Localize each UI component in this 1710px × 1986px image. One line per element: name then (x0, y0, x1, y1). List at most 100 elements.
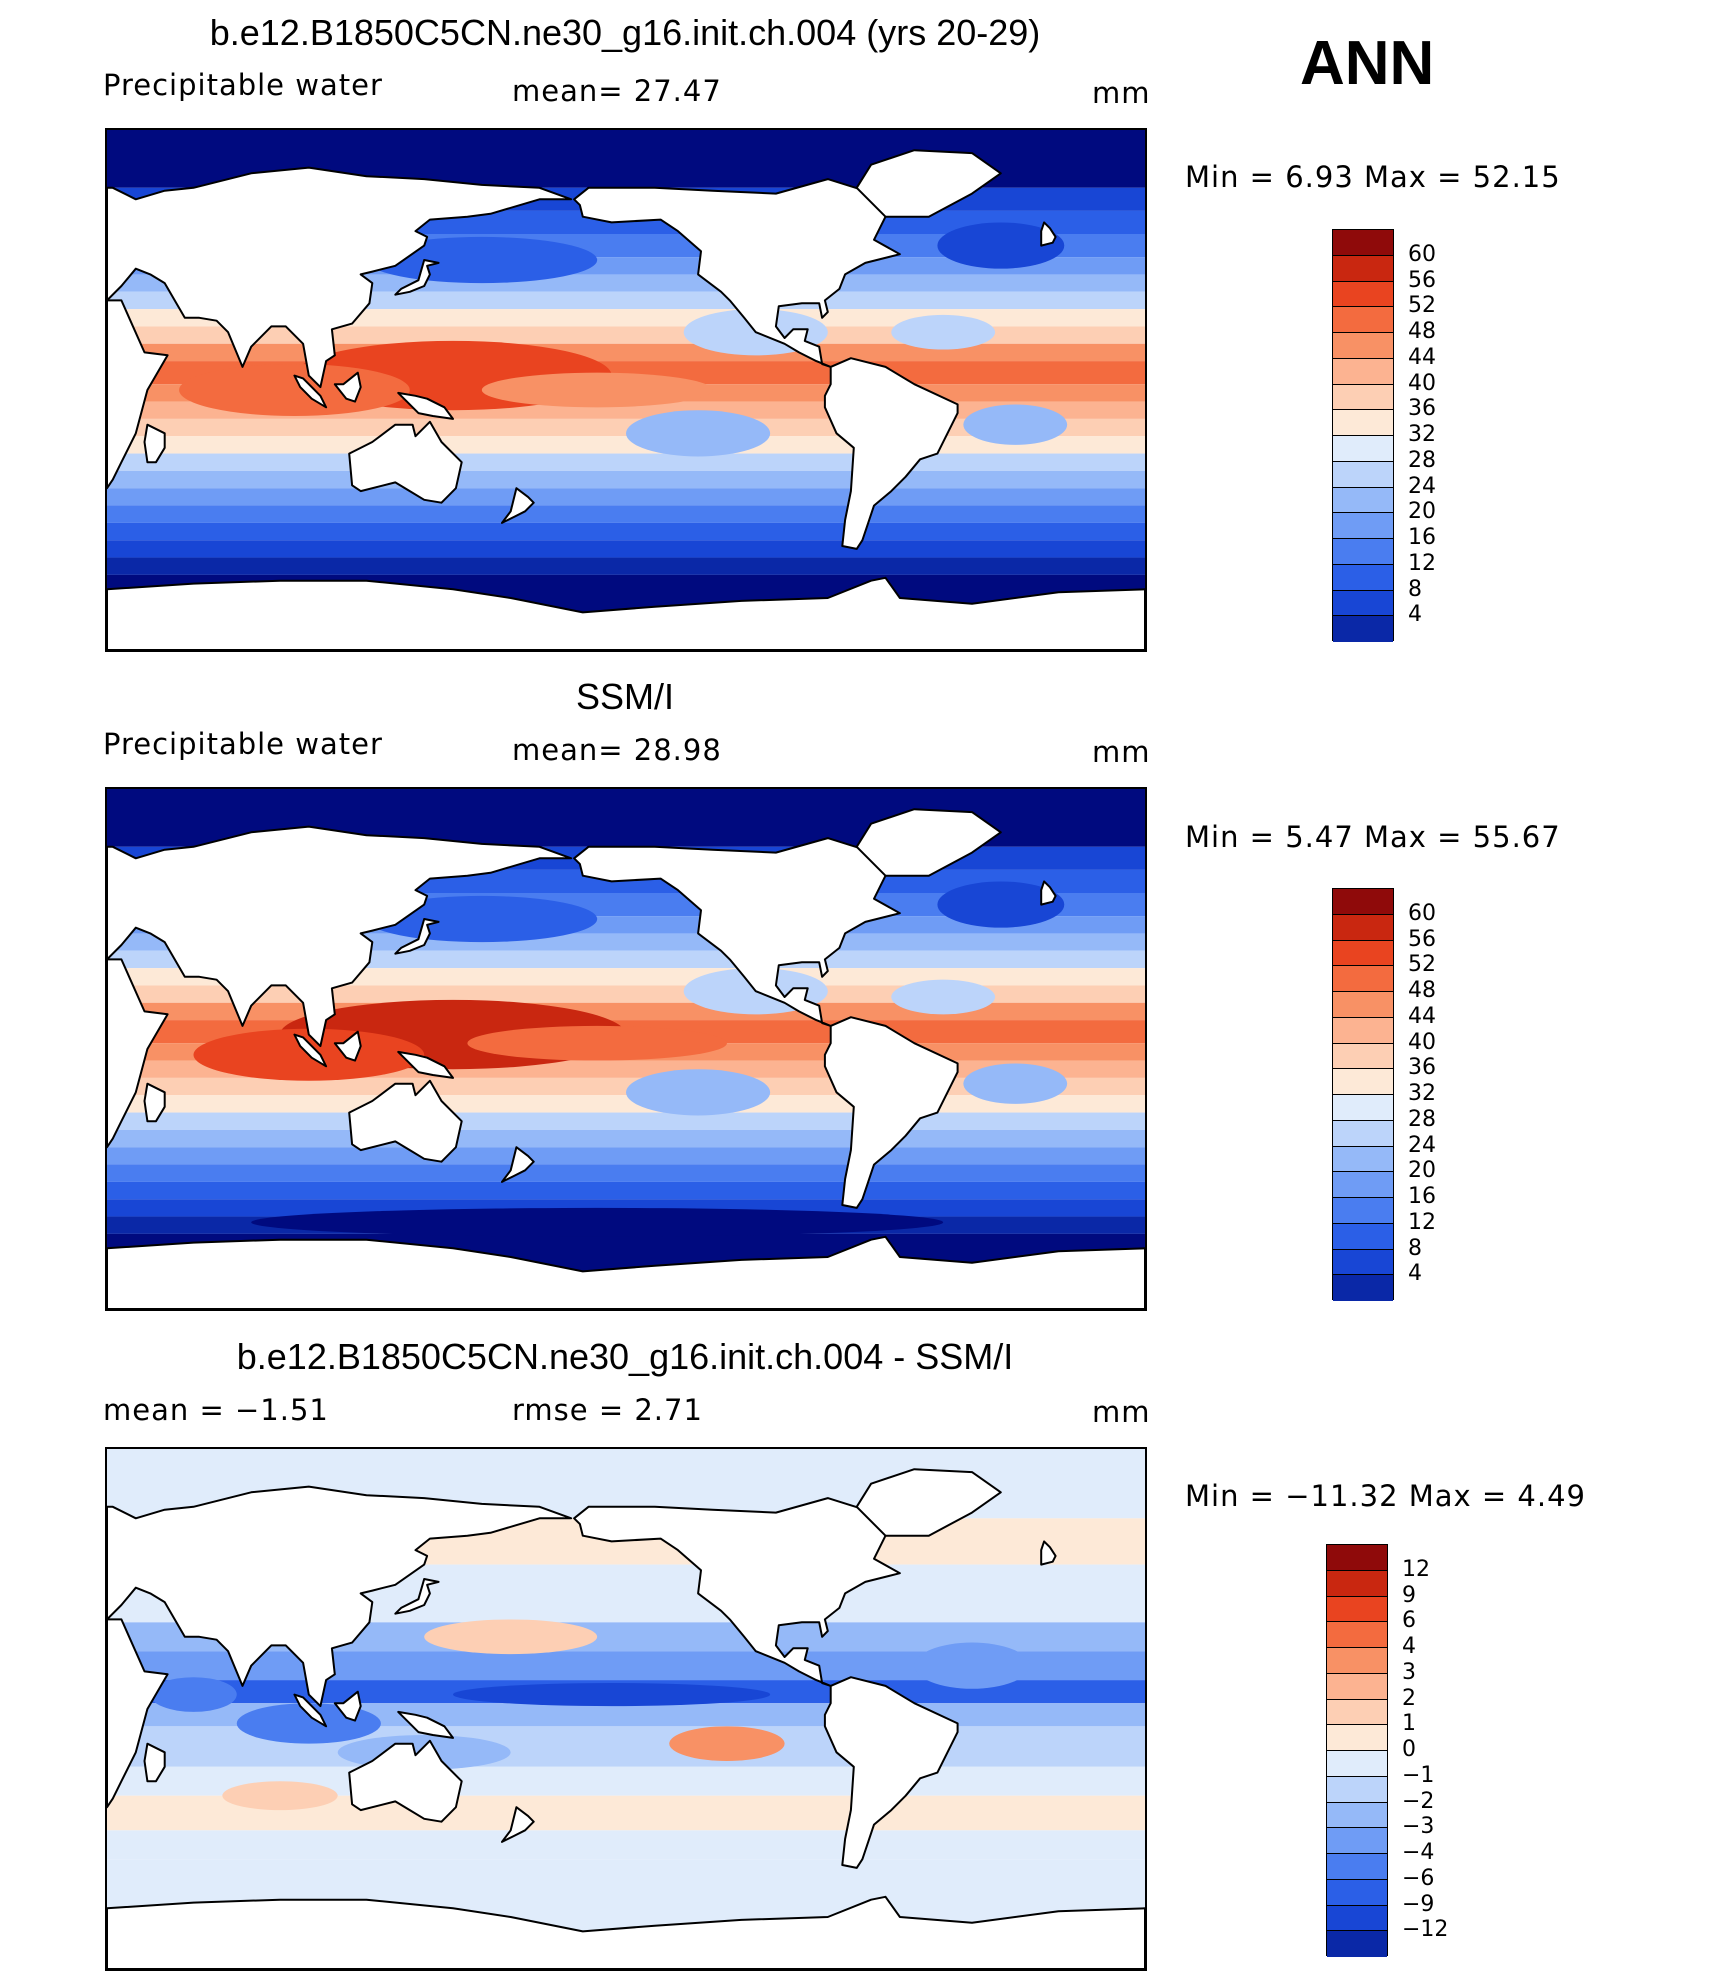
panel1-title: b.e12.B1850C5CN.ne30_g16.init.ch.004 (yr… (209, 12, 1041, 53)
field-band (107, 1002, 1145, 1021)
field-blob (937, 881, 1065, 928)
continent-outline (293, 374, 328, 409)
field-blob (251, 1207, 944, 1237)
colorbar-box (1333, 1275, 1393, 1301)
field-band (107, 343, 1145, 362)
continent-outline (293, 1033, 328, 1068)
colorbar-box (1333, 1198, 1393, 1224)
field-blob (963, 404, 1068, 445)
colorbar-box (1327, 1905, 1387, 1932)
colorbar-tick-label: −4 (1402, 1840, 1435, 1865)
colorbar-box (1333, 889, 1393, 915)
panel3-colorbar (1326, 1544, 1388, 1957)
colorbar-tick-label: 60 (1408, 241, 1436, 267)
panel1-units: mm (1092, 76, 1151, 110)
continent-outline (1040, 221, 1057, 247)
colorbar-tick-label: 16 (1408, 1184, 1436, 1209)
panel1-colorbar (1332, 229, 1394, 642)
colorbar-tick-label: −3 (1402, 1814, 1435, 1840)
field-band (107, 488, 1145, 506)
panel1-mean-label: mean= 27.47 (512, 74, 722, 108)
continent-outline (333, 1030, 362, 1062)
field-blob (669, 1726, 785, 1761)
colorbar-box (1333, 1017, 1393, 1044)
colorbar-box (1333, 992, 1393, 1018)
field-band (107, 1112, 1145, 1130)
colorbar-box (1333, 940, 1393, 967)
panel3-title: b.e12.B1850C5CN.ne30_g16.init.ch.004 - S… (236, 1336, 1014, 1377)
colorbar-tick-label: 40 (1408, 1029, 1436, 1055)
field-band (107, 1147, 1145, 1165)
field-band (107, 1181, 1145, 1200)
colorbar-box (1333, 590, 1393, 617)
continent-outline (501, 1806, 535, 1843)
colorbar-tick-label: 48 (1408, 319, 1436, 344)
field-blob (424, 1619, 598, 1655)
field-blob (222, 1781, 338, 1811)
colorbar-box (1333, 487, 1393, 514)
continent-outline (394, 259, 440, 296)
colorbar-box (1327, 1570, 1387, 1597)
colorbar-tick-label: 16 (1408, 525, 1436, 550)
colorbar-box (1327, 1751, 1387, 1777)
continent-outline (348, 1079, 463, 1163)
colorbar-tick-label: 20 (1408, 1158, 1436, 1184)
continent-outline (107, 576, 1145, 650)
colorbar-tick-label: 36 (1408, 1055, 1436, 1081)
colorbar-tick-label: 9 (1402, 1582, 1416, 1608)
field-blob (891, 979, 996, 1015)
colorbar-tick-label: 28 (1408, 1106, 1436, 1132)
colorbar-box (1333, 616, 1393, 642)
field-band (107, 453, 1145, 471)
colorbar-tick-label: 4 (1402, 1634, 1416, 1659)
field-band (107, 505, 1145, 523)
continent-outline (855, 808, 1002, 877)
colorbar-box (1333, 1043, 1393, 1070)
colorbar-tick-label: 28 (1408, 447, 1436, 473)
colorbar-tick-label: 3 (1402, 1659, 1416, 1685)
colorbar-box (1333, 1172, 1393, 1198)
colorbar-box (1333, 384, 1393, 411)
continent-outline (107, 825, 573, 1048)
colorbar-box (1333, 564, 1393, 591)
colorbar-tick-label: 12 (1408, 550, 1436, 576)
colorbar-box (1327, 1802, 1387, 1829)
field-band (107, 470, 1145, 489)
colorbar-box (1327, 1648, 1387, 1674)
continent-outline (397, 391, 454, 420)
continent-outline (143, 423, 166, 464)
panel1-map (105, 128, 1147, 652)
colorbar-box (1327, 1699, 1387, 1726)
panel2-title: SSM/I (575, 676, 674, 717)
panel2-map (105, 787, 1147, 1311)
field-band (107, 557, 1145, 575)
colorbar-box (1333, 281, 1393, 308)
panel1-variable-label: Precipitable water (103, 68, 383, 102)
colorbar-tick-label: 44 (1408, 1003, 1436, 1029)
colorbar-tick-label: 8 (1408, 1235, 1422, 1261)
field-blob (481, 372, 713, 408)
continent-outline (855, 1468, 1002, 1537)
panel2-variable-label: Precipitable water (103, 727, 383, 761)
field-blob (914, 1642, 1030, 1689)
continent-outline (348, 420, 463, 504)
continent-outline (107, 1618, 169, 1809)
panel3-map (105, 1447, 1147, 1971)
panel2-units: mm (1092, 735, 1151, 769)
colorbar-tick-label: −9 (1402, 1891, 1435, 1917)
colorbar-tick-label: 44 (1408, 344, 1436, 370)
panel1-minmax: Min = 6.93 Max = 52.15 (1185, 160, 1561, 194)
continent-outline (823, 1016, 959, 1209)
colorbar-box (1333, 1223, 1393, 1250)
panel3-mean-label: mean = −1.51 (103, 1393, 329, 1427)
colorbar-tick-label: −6 (1402, 1865, 1435, 1891)
field-blob (179, 364, 410, 416)
season-label: ANN (1300, 29, 1435, 98)
colorbar-tick-label: 2 (1402, 1685, 1416, 1711)
colorbar-tick-label: 48 (1408, 978, 1436, 1003)
colorbar-box (1327, 1622, 1387, 1648)
colorbar-tick-label: 6 (1402, 1608, 1416, 1634)
field-band (107, 522, 1145, 541)
colorbar-tick-label: 60 (1408, 900, 1436, 926)
colorbar-box (1327, 1673, 1387, 1700)
